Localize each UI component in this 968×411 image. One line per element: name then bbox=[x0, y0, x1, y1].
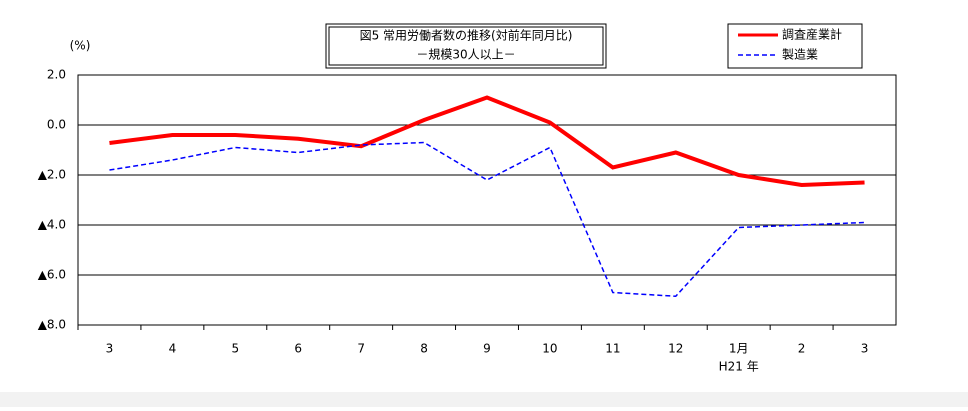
chart-subtitle: －規模30人以上－ bbox=[416, 47, 515, 62]
annotation: H21 年 bbox=[719, 360, 759, 374]
chart-title: 図5 常用労働者数の推移(対前年同月比) bbox=[360, 28, 573, 43]
title-box bbox=[325, 23, 607, 69]
x-tick-label: 3 bbox=[861, 342, 869, 356]
x-tick-label: 11 bbox=[605, 342, 620, 356]
legend-label: 製造業 bbox=[782, 48, 818, 62]
x-tick-label: 12 bbox=[668, 342, 683, 356]
series-line bbox=[109, 95, 865, 188]
title-box-inner bbox=[328, 26, 604, 66]
y-axis-label: (%) bbox=[70, 39, 91, 53]
x-tick-label: 5 bbox=[231, 342, 239, 356]
plot-area bbox=[77, 74, 897, 326]
x-tick-label: 3 bbox=[106, 342, 114, 356]
x-tick-label: 7 bbox=[357, 342, 365, 356]
x-tick-label: 6 bbox=[294, 342, 302, 356]
y-tick-label: ▲8.0 bbox=[38, 318, 66, 332]
x-tick-label: 9 bbox=[483, 342, 491, 356]
footer-band bbox=[0, 392, 968, 407]
series-line bbox=[109, 141, 865, 298]
x-tick-label: 2 bbox=[798, 342, 806, 356]
x-tick-label: 1月 bbox=[729, 342, 749, 356]
x-tick-label: 10 bbox=[542, 342, 557, 356]
legend-label: 調査産業計 bbox=[782, 27, 842, 42]
x-tick-label: 8 bbox=[420, 342, 428, 356]
y-tick-label: ▲6.0 bbox=[38, 268, 66, 282]
x-tick-label: 4 bbox=[169, 342, 177, 356]
legend-box bbox=[727, 23, 863, 69]
y-tick-label: 2.0 bbox=[47, 68, 66, 82]
y-tick-label: ▲2.0 bbox=[38, 168, 66, 182]
y-tick-label: 0.0 bbox=[47, 118, 66, 132]
y-tick-label: ▲4.0 bbox=[38, 218, 66, 232]
